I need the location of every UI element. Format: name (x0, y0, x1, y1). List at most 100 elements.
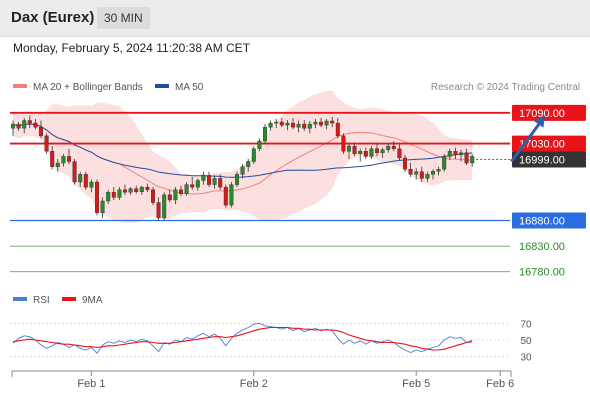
candle-body (431, 171, 436, 175)
candle-body (156, 202, 161, 219)
forecast-arrow-shaft (510, 120, 543, 163)
candle-body (453, 151, 458, 156)
candle-body (145, 186, 150, 190)
bollinger-band (13, 90, 473, 224)
candle-body (414, 171, 419, 175)
candle-body (436, 169, 441, 172)
candle-body (279, 121, 284, 126)
candle-body (106, 192, 111, 202)
candle-body (313, 121, 318, 125)
level-label: 17090.00 (519, 108, 565, 120)
rsi-tick-label: 50 (520, 336, 532, 347)
credit-text: Research © 2024 Trading Central (431, 82, 580, 93)
candle-body (296, 123, 301, 128)
level-label-box (512, 104, 586, 121)
level-label: 16780.00 (519, 267, 565, 279)
candle-body (201, 175, 206, 181)
header-bar: Dax (Eurex) 30 MIN (0, 0, 590, 37)
candle-body (335, 122, 340, 137)
candle-body (195, 180, 200, 188)
candle-body (268, 122, 273, 128)
candle-body (94, 181, 99, 213)
legend-label-9ma: 9MA (82, 295, 103, 306)
candle-body (302, 123, 307, 129)
level-label: 16880.00 (519, 215, 565, 227)
current-price-box (512, 151, 586, 168)
candle-body (363, 151, 368, 157)
candle-body (234, 174, 239, 185)
candle-body (229, 184, 234, 206)
candle-body (55, 162, 60, 167)
legend-label-rsi: RSI (33, 295, 50, 306)
candle-body (403, 157, 408, 170)
instrument-title: Dax (Eurex) (11, 9, 95, 26)
candle-body (240, 166, 245, 175)
candle-body (128, 188, 133, 193)
candle-body (61, 156, 66, 164)
candle-body (100, 200, 105, 213)
candle-body (347, 145, 352, 152)
candle-body (380, 149, 385, 154)
rsi-tick-label: 70 (520, 319, 532, 330)
candle-body (251, 148, 256, 162)
rsi-line (12, 322, 473, 355)
candle-body (442, 156, 447, 170)
level-label-box (512, 135, 586, 152)
x-tick-label: Feb 6 (486, 378, 514, 390)
candle-body (50, 151, 55, 167)
candle-body (10, 123, 15, 129)
current-price-label: 16999.00 (519, 154, 565, 166)
x-tick-label: Feb 5 (402, 378, 430, 390)
candle-body (330, 120, 335, 124)
legend-swatch-rsi (13, 297, 27, 301)
level-label-box (512, 212, 586, 229)
candle-body (167, 194, 172, 201)
candle-body (447, 151, 452, 157)
candle-body (134, 188, 139, 192)
candle-body (122, 189, 127, 193)
candle-body (470, 156, 475, 164)
forecast-arrow-head (533, 115, 545, 128)
rsi-9ma-line (12, 326, 473, 351)
candle-body (352, 145, 357, 155)
candle-body (274, 121, 279, 124)
candle-body (83, 174, 88, 188)
candle-body (16, 123, 21, 129)
candle-body (397, 148, 402, 159)
candle-body (190, 184, 195, 188)
candle-body (178, 189, 183, 195)
candle-body (358, 151, 363, 155)
level-label: 16830.00 (519, 241, 565, 253)
candle-body (307, 123, 312, 129)
candle-body (319, 121, 324, 126)
timeframe-badge[interactable]: 30 MIN (97, 7, 150, 29)
candle-body (285, 122, 290, 126)
candle-body (425, 174, 430, 179)
price-legend: MA 20 + Bollinger Bands MA 50 Research ©… (13, 82, 580, 93)
rsi-tick-label: 30 (520, 353, 532, 364)
candle-body (341, 135, 346, 152)
x-tick-label: Feb 1 (77, 378, 105, 390)
candle-body (263, 126, 268, 142)
candle-body (223, 186, 228, 206)
level-label: 17030.00 (519, 139, 565, 151)
candle-body (173, 189, 178, 201)
legend-label-ma50: MA 50 (175, 82, 204, 93)
candle-body (184, 184, 189, 195)
candle-body (206, 175, 211, 185)
candle-body (27, 120, 32, 124)
candle-body (386, 145, 391, 150)
candle-body (246, 161, 251, 167)
price-pane: 17090.00 17030.00 16880.00 16830.00 16780.00… (10, 90, 586, 279)
candle-body (39, 126, 44, 137)
rsi-legend: RSI 9MA (13, 295, 103, 306)
legend-swatch-9ma (62, 297, 76, 301)
candle-body (44, 135, 49, 152)
candle-body (139, 186, 144, 192)
candle-body (33, 122, 38, 128)
legend-label-bollinger: MA 20 + Bollinger Bands (33, 82, 143, 93)
candle-body (89, 181, 94, 188)
candle-body (291, 122, 296, 128)
